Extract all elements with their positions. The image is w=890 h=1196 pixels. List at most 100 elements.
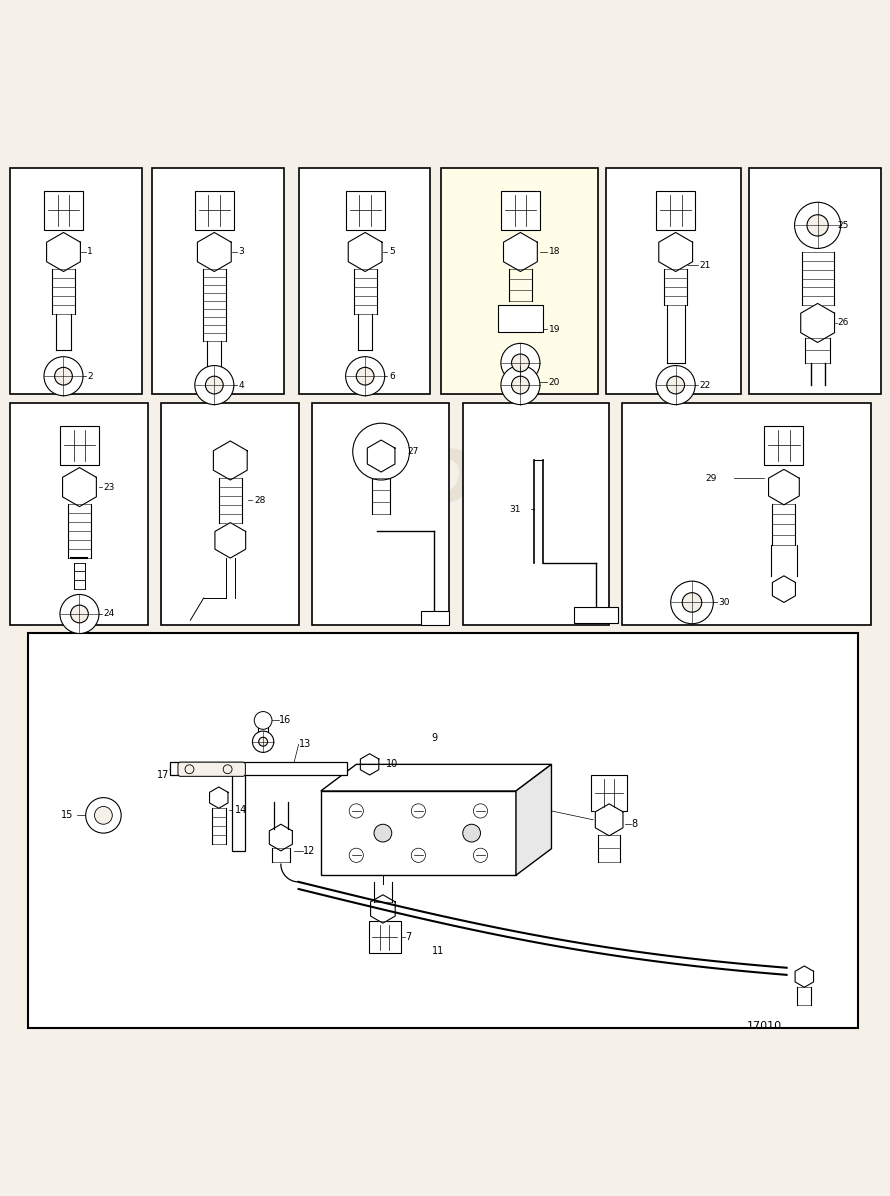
Polygon shape: [368, 440, 395, 472]
FancyBboxPatch shape: [152, 167, 284, 393]
Circle shape: [501, 343, 540, 383]
Text: 21: 21: [700, 261, 711, 270]
Circle shape: [807, 215, 829, 236]
FancyBboxPatch shape: [622, 403, 871, 624]
Text: 3: 3: [239, 248, 244, 256]
Polygon shape: [320, 764, 552, 791]
Text: 23: 23: [103, 483, 115, 492]
Polygon shape: [795, 966, 813, 987]
Text: 柴发动力: 柴发动力: [559, 450, 598, 481]
FancyBboxPatch shape: [11, 403, 148, 624]
Circle shape: [345, 356, 384, 396]
FancyBboxPatch shape: [368, 921, 400, 953]
FancyBboxPatch shape: [606, 167, 741, 393]
Text: 25: 25: [837, 221, 848, 230]
Polygon shape: [62, 468, 96, 507]
Circle shape: [512, 377, 530, 393]
FancyBboxPatch shape: [441, 167, 598, 393]
Circle shape: [501, 366, 540, 404]
FancyBboxPatch shape: [60, 426, 99, 465]
Text: 17: 17: [157, 770, 169, 781]
Circle shape: [463, 824, 481, 842]
Polygon shape: [198, 232, 231, 271]
Text: 22: 22: [700, 380, 711, 390]
Text: 29: 29: [706, 474, 717, 483]
FancyBboxPatch shape: [195, 191, 234, 230]
Circle shape: [411, 804, 425, 818]
Circle shape: [206, 377, 223, 393]
Circle shape: [656, 366, 695, 404]
Circle shape: [60, 594, 99, 634]
Text: Diesel-Engines: Diesel-Engines: [171, 431, 276, 500]
Text: Diesel-Engines: Diesel-Engines: [171, 829, 276, 899]
Circle shape: [667, 377, 684, 393]
FancyBboxPatch shape: [345, 191, 384, 230]
Polygon shape: [170, 762, 347, 850]
Text: 10: 10: [385, 759, 398, 769]
FancyBboxPatch shape: [320, 791, 516, 875]
Text: 9: 9: [432, 733, 438, 743]
FancyBboxPatch shape: [28, 634, 858, 1029]
Circle shape: [223, 764, 232, 774]
FancyBboxPatch shape: [312, 403, 449, 624]
Text: 28: 28: [255, 496, 265, 505]
Polygon shape: [270, 824, 293, 850]
Polygon shape: [214, 523, 246, 559]
Circle shape: [54, 367, 72, 385]
Circle shape: [253, 731, 274, 752]
Circle shape: [512, 354, 530, 372]
Text: 30: 30: [718, 598, 730, 606]
Polygon shape: [801, 304, 835, 342]
Text: 20: 20: [549, 378, 560, 386]
Text: 2: 2: [87, 372, 93, 380]
Circle shape: [473, 848, 488, 862]
Circle shape: [70, 605, 88, 623]
Polygon shape: [214, 441, 247, 480]
Circle shape: [671, 581, 713, 624]
Circle shape: [411, 848, 425, 862]
Text: D: D: [413, 844, 477, 919]
Text: 19: 19: [549, 324, 561, 334]
Text: 8: 8: [631, 819, 637, 829]
Text: 26: 26: [837, 318, 848, 328]
FancyBboxPatch shape: [656, 191, 695, 230]
Circle shape: [259, 737, 268, 746]
Text: 1: 1: [87, 248, 93, 256]
Polygon shape: [504, 232, 538, 271]
Circle shape: [795, 202, 841, 249]
Circle shape: [349, 848, 363, 862]
Text: 4: 4: [239, 380, 244, 390]
Polygon shape: [370, 895, 395, 923]
Polygon shape: [360, 753, 379, 775]
FancyBboxPatch shape: [765, 426, 804, 465]
FancyBboxPatch shape: [591, 775, 627, 811]
FancyBboxPatch shape: [44, 191, 83, 230]
FancyBboxPatch shape: [463, 403, 609, 624]
FancyBboxPatch shape: [11, 167, 142, 393]
Circle shape: [255, 712, 272, 730]
Text: 18: 18: [549, 248, 561, 256]
Circle shape: [185, 764, 194, 774]
FancyBboxPatch shape: [178, 762, 246, 776]
Text: 31: 31: [509, 505, 521, 514]
Circle shape: [374, 824, 392, 842]
Polygon shape: [348, 232, 382, 271]
FancyBboxPatch shape: [574, 606, 618, 623]
Text: 14: 14: [235, 805, 247, 814]
Text: 7: 7: [405, 933, 411, 942]
FancyBboxPatch shape: [161, 403, 299, 624]
Circle shape: [85, 798, 121, 834]
Circle shape: [352, 423, 409, 480]
Text: 5: 5: [389, 248, 395, 256]
Text: D: D: [413, 446, 477, 519]
Polygon shape: [46, 232, 80, 271]
Polygon shape: [595, 804, 623, 836]
Text: 13: 13: [299, 739, 311, 750]
Text: 16: 16: [279, 715, 291, 726]
Text: 17010: 17010: [747, 1021, 782, 1031]
Text: 12: 12: [303, 846, 315, 856]
Text: 24: 24: [103, 610, 115, 618]
Circle shape: [349, 804, 363, 818]
Text: 27: 27: [408, 447, 419, 456]
FancyBboxPatch shape: [498, 305, 543, 331]
